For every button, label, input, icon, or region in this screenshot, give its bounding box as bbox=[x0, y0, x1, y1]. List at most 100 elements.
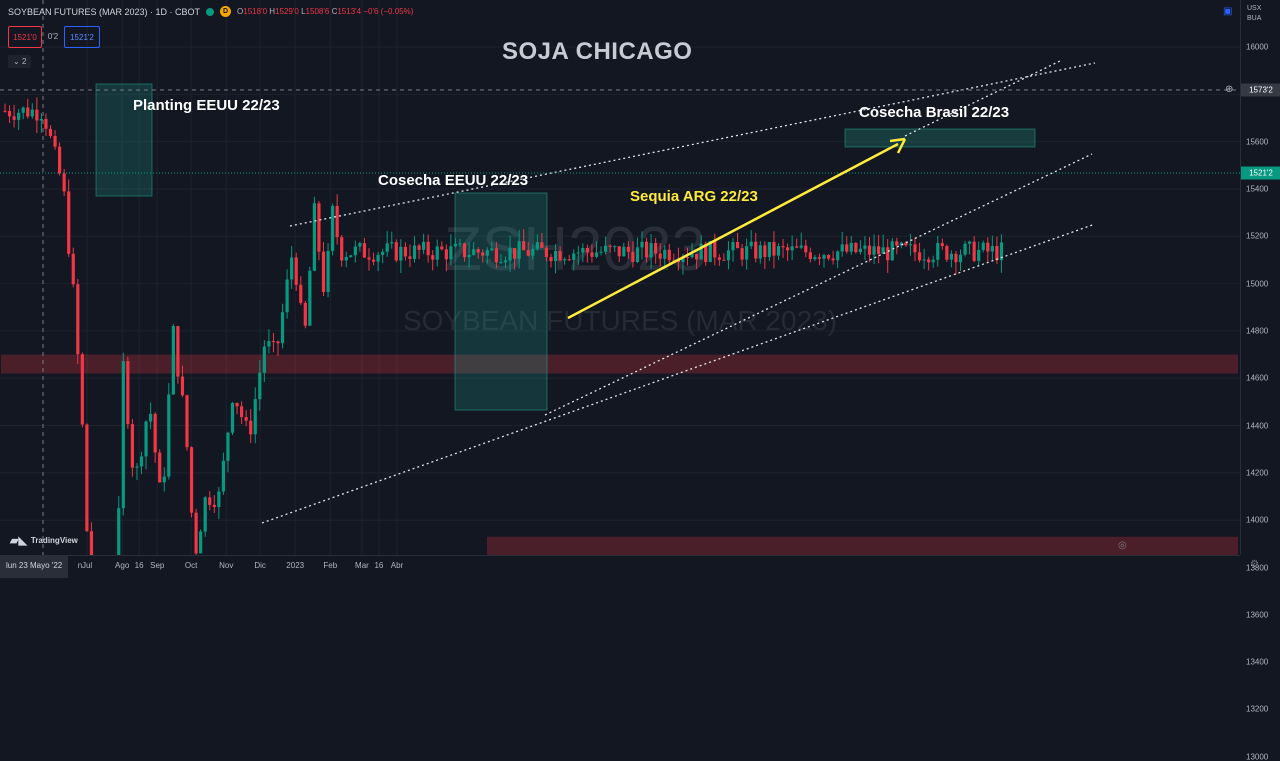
candle-body bbox=[44, 118, 48, 129]
candle-body bbox=[262, 346, 266, 373]
candle-body bbox=[344, 256, 348, 261]
candle-body bbox=[362, 243, 367, 258]
price-tick: 13400 bbox=[1246, 657, 1269, 667]
candle-body bbox=[613, 246, 617, 248]
annotation-planting[interactable]: Planting EEUU 22/23 bbox=[133, 97, 280, 114]
candle-body bbox=[826, 255, 831, 259]
candle-body bbox=[540, 242, 544, 248]
candle-body bbox=[62, 173, 66, 192]
candle-body bbox=[708, 241, 712, 262]
currency-label[interactable]: USX bbox=[1247, 5, 1262, 12]
sequia-arrow-head bbox=[889, 137, 907, 154]
buy-button[interactable]: 1521'2 bbox=[64, 26, 100, 48]
candle-body bbox=[776, 246, 781, 256]
candle-body bbox=[863, 245, 867, 249]
go-to-realtime-icon[interactable]: ◎ bbox=[1118, 540, 1127, 551]
candle-body bbox=[30, 109, 34, 117]
candle-body bbox=[71, 253, 75, 285]
price-scale[interactable]: USX BUA ▣ 160001580015600154001520015000… bbox=[1223, 0, 1280, 761]
sell-button[interactable]: 1521'0 bbox=[8, 26, 42, 48]
price-tick: 14800 bbox=[1246, 326, 1269, 336]
candle-body bbox=[845, 244, 849, 252]
candle-body bbox=[271, 341, 276, 343]
candle-body bbox=[294, 257, 298, 285]
candle-body bbox=[549, 257, 553, 262]
candle-body bbox=[208, 497, 212, 505]
trendline-upper bbox=[289, 62, 1096, 227]
planting-zone bbox=[95, 83, 153, 197]
cosecha-brasil-zone bbox=[844, 128, 1036, 148]
candle-body bbox=[422, 241, 426, 250]
candle-body bbox=[117, 508, 121, 555]
price-tick: 13000 bbox=[1246, 752, 1269, 761]
price-tick: 15000 bbox=[1246, 279, 1269, 289]
candle-body bbox=[353, 246, 357, 256]
candle-body bbox=[590, 252, 594, 257]
price-tick: 15600 bbox=[1246, 137, 1269, 147]
candle-body bbox=[563, 259, 567, 261]
candle-body bbox=[449, 246, 453, 260]
candle-body bbox=[640, 241, 644, 248]
candle-body bbox=[48, 128, 53, 136]
candle-body bbox=[931, 259, 935, 263]
candle-body bbox=[699, 243, 703, 260]
tradingview-logo[interactable]: ▰◣ TradingView bbox=[10, 535, 78, 547]
time-tick: Feb bbox=[323, 561, 338, 570]
candle-body bbox=[517, 241, 521, 259]
candle-body bbox=[12, 116, 16, 120]
candle-body bbox=[790, 246, 794, 251]
candle-body bbox=[139, 456, 144, 467]
last-price-label: 1521'2 bbox=[1241, 166, 1280, 180]
unit-label[interactable]: BUA bbox=[1247, 15, 1262, 22]
candle-body bbox=[58, 146, 62, 174]
candle-body bbox=[808, 252, 812, 260]
candle-body bbox=[681, 257, 685, 263]
candle-body bbox=[367, 257, 371, 260]
candle-body bbox=[917, 252, 922, 261]
candle-body bbox=[481, 252, 485, 256]
candle-body bbox=[836, 251, 840, 261]
candle-body bbox=[285, 279, 289, 313]
candle-body bbox=[995, 246, 999, 261]
candle-body bbox=[7, 111, 12, 117]
spread-value: 0'2 bbox=[47, 32, 59, 41]
candle-body bbox=[781, 246, 785, 248]
chart-settings-icon[interactable]: ▣ bbox=[1223, 6, 1233, 17]
candle-body bbox=[290, 257, 294, 280]
time-tick: Abr bbox=[390, 561, 404, 570]
candle-body bbox=[472, 249, 476, 255]
price-tick: 13200 bbox=[1246, 704, 1269, 714]
support-zone bbox=[487, 536, 1238, 555]
annotation-cosecha-brasil[interactable]: Cosecha Brasil 22/23 bbox=[859, 104, 1010, 121]
tradingview-logo-icon: ▰◣ bbox=[10, 535, 27, 547]
symbol-title[interactable]: SOYBEAN FUTURES (MAR 2023) · 1D · CBOT bbox=[8, 6, 201, 17]
price-tick: 13800 bbox=[1246, 563, 1269, 573]
candle-body bbox=[535, 242, 539, 249]
indicator-badge[interactable]: D bbox=[220, 6, 232, 17]
candle-body bbox=[567, 259, 571, 261]
trendline-channel-top bbox=[904, 60, 1061, 137]
candle-body bbox=[426, 241, 430, 256]
candle-body bbox=[280, 312, 285, 344]
annotation-cosecha-eeuu[interactable]: Cosecha EEUU 22/23 bbox=[378, 172, 529, 189]
time-tick: Ago bbox=[115, 561, 130, 570]
candle-body bbox=[522, 241, 526, 251]
time-tick: Oct bbox=[184, 561, 198, 570]
candle-body bbox=[135, 466, 139, 468]
time-tick: Mar bbox=[355, 561, 369, 570]
time-settings-icon[interactable]: ⚙ bbox=[1250, 559, 1259, 570]
add-alert-icon[interactable]: ⊕ bbox=[1225, 84, 1234, 95]
candle-body bbox=[867, 245, 872, 255]
candle-body bbox=[85, 424, 89, 532]
candle-body bbox=[745, 246, 749, 260]
candle-body bbox=[494, 248, 498, 263]
candle-body bbox=[80, 354, 84, 425]
annotation-sequia[interactable]: Sequia ARG 22/23 bbox=[630, 188, 758, 205]
candle-body bbox=[795, 246, 799, 248]
time-scale[interactable]: Jul Ago 16 Sep Oct Nov Dic 2023 Feb Mar 16 Abr lun … bbox=[0, 555, 1259, 578]
candle-body bbox=[476, 249, 480, 253]
candle-body bbox=[340, 237, 344, 261]
legend-collapse-button[interactable]: ⌄ 2 bbox=[8, 55, 32, 68]
candle-body bbox=[326, 250, 330, 293]
